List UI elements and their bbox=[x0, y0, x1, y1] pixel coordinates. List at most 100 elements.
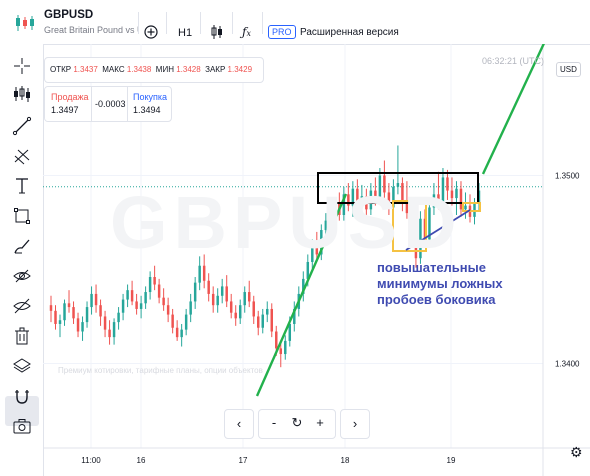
symbol-description: Great Britain Pound vs U bbox=[44, 25, 139, 35]
timeframe-button[interactable]: H1 bbox=[178, 27, 193, 39]
brush-icon[interactable] bbox=[12, 236, 32, 256]
candle-body bbox=[193, 282, 197, 302]
candle-body bbox=[139, 303, 143, 309]
extended-version-link[interactable]: Расширенная версия bbox=[300, 27, 399, 38]
candle-body bbox=[175, 327, 179, 338]
candle-body bbox=[333, 203, 337, 227]
candle-body bbox=[202, 265, 206, 281]
buy-button[interactable]: Покупка 1.3494 bbox=[127, 87, 171, 121]
indicators-fx-icon[interactable]: ƒx bbox=[242, 25, 251, 39]
candle-body bbox=[108, 329, 111, 338]
symbol-name[interactable]: GBPUSD bbox=[44, 9, 94, 21]
false-breakout-marker-1 bbox=[392, 200, 427, 252]
candle-body bbox=[410, 213, 413, 229]
candle-body bbox=[320, 230, 323, 255]
candle-body bbox=[94, 293, 98, 306]
candle-body bbox=[279, 348, 283, 355]
candle-body bbox=[378, 175, 382, 199]
close-value: 1.3429 bbox=[227, 65, 253, 74]
trend-line-lower bbox=[255, 193, 348, 397]
crosshair-icon[interactable] bbox=[12, 56, 32, 76]
candle-body bbox=[288, 323, 292, 341]
candle-body bbox=[121, 299, 125, 313]
annotation-text: повышательные минимумы ложных пробоев бо… bbox=[377, 260, 547, 308]
candle-body bbox=[252, 301, 255, 317]
candle-body bbox=[459, 188, 463, 210]
camera-icon[interactable] bbox=[12, 416, 32, 436]
layers-icon[interactable] bbox=[12, 356, 32, 376]
text-icon[interactable] bbox=[12, 176, 32, 196]
candle-body bbox=[396, 183, 400, 187]
candle-body bbox=[153, 277, 156, 285]
candle-body bbox=[383, 175, 386, 193]
candle-body bbox=[306, 261, 310, 279]
candle-body bbox=[162, 297, 165, 306]
candle-body bbox=[387, 192, 391, 208]
candle-body bbox=[81, 322, 84, 332]
settings-gear-icon[interactable]: ⚙ bbox=[570, 444, 583, 460]
toolbar-divider bbox=[200, 12, 201, 34]
reset-button[interactable]: ↻ bbox=[291, 415, 303, 430]
hide-drawings-icon[interactable] bbox=[12, 296, 32, 316]
trendline-icon[interactable] bbox=[12, 116, 32, 136]
false-breakout-marker-2 bbox=[462, 202, 481, 212]
spread-value: -0.0003 bbox=[95, 99, 126, 109]
candle-body bbox=[171, 314, 174, 328]
add-symbol-icon[interactable] bbox=[144, 25, 158, 39]
rectangle-icon[interactable] bbox=[12, 206, 32, 226]
watermark-caption: Премиум котировки, тарифные планы, опции… bbox=[58, 366, 263, 375]
delete-icon[interactable] bbox=[12, 326, 32, 346]
candle-body bbox=[405, 201, 409, 214]
candle-body bbox=[180, 329, 183, 338]
ohlc-legend bbox=[44, 57, 264, 83]
chart-navigation: ‹ - ↻ + › bbox=[224, 409, 370, 439]
candle-body bbox=[238, 305, 242, 319]
price-chart[interactable]: 1.3500 1.3400 11:00 16 17 18 19 bbox=[43, 44, 590, 476]
candle-body bbox=[243, 292, 246, 306]
left-drawing-toolbar bbox=[0, 44, 44, 476]
magnet-icon[interactable] bbox=[12, 386, 32, 406]
active-tool-highlight bbox=[5, 396, 39, 426]
candle-body bbox=[351, 188, 355, 206]
candle-body bbox=[144, 292, 147, 304]
zoom-in-button[interactable]: + bbox=[316, 415, 324, 430]
x-tick-label: 19 bbox=[447, 456, 456, 465]
candle-body bbox=[211, 293, 215, 306]
trade-panel: Продажа 1.3497 -0.0003 Покупка 1.3494 bbox=[44, 86, 172, 122]
candles-logo-icon[interactable] bbox=[14, 14, 36, 32]
chart-type-icon[interactable] bbox=[210, 24, 224, 40]
toolbar-divider bbox=[138, 12, 139, 34]
candle-body bbox=[360, 196, 364, 202]
candle-body bbox=[90, 293, 93, 308]
candle-body bbox=[54, 310, 57, 324]
currency-label[interactable]: USD bbox=[556, 62, 581, 77]
candle-body bbox=[135, 301, 138, 309]
candle-body bbox=[347, 194, 350, 206]
candle-body bbox=[423, 218, 427, 240]
candle-body bbox=[441, 177, 445, 202]
candle-body bbox=[437, 194, 440, 202]
x-tick-label: 16 bbox=[137, 456, 146, 465]
eye-cross-icon[interactable] bbox=[12, 266, 32, 286]
y-tick-label: 1.3400 bbox=[555, 359, 580, 368]
candle-body bbox=[261, 314, 264, 328]
pro-badge[interactable]: PRO bbox=[268, 25, 296, 39]
indicators-icon[interactable] bbox=[12, 84, 32, 104]
scroll-left-button[interactable]: ‹ bbox=[224, 409, 254, 439]
range-box bbox=[317, 172, 479, 204]
zoom-out-button[interactable]: - bbox=[271, 415, 277, 430]
sell-button[interactable]: Продажа 1.3497 bbox=[45, 87, 92, 121]
candle-body bbox=[117, 312, 120, 323]
zoom-group bbox=[258, 409, 336, 439]
utc-clock: 06:32:21 (UTC) bbox=[482, 56, 545, 66]
candle-body bbox=[189, 301, 192, 315]
candle-body bbox=[356, 188, 359, 202]
candle-body bbox=[428, 207, 431, 240]
higher-lows-line bbox=[405, 209, 471, 251]
candle-body bbox=[446, 177, 449, 191]
pitchfork-icon[interactable] bbox=[12, 146, 32, 166]
high-value: 1.3438 bbox=[126, 65, 152, 74]
sell-label: Продажа bbox=[51, 92, 89, 102]
candle-body bbox=[293, 308, 296, 324]
scroll-right-button[interactable]: › bbox=[340, 409, 370, 439]
